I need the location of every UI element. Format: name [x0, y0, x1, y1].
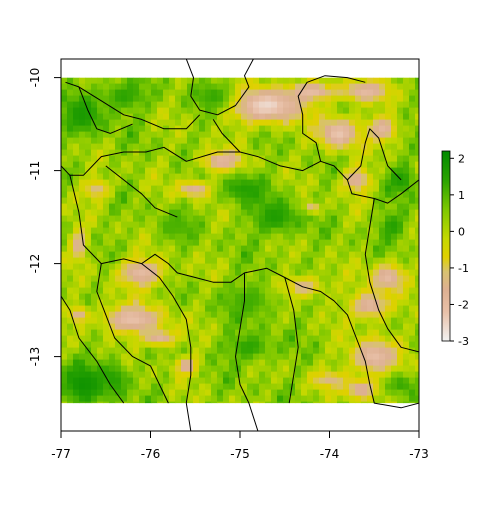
boundary-line-9	[141, 253, 419, 409]
boundary-line-4	[61, 146, 419, 204]
legend-tick-label: 1	[458, 189, 465, 202]
y-axis: -10 -11 -12 -13	[28, 68, 61, 367]
x-tick-label: -77	[51, 447, 71, 461]
boundary-line-1	[185, 59, 254, 116]
y-tick-label: -12	[28, 254, 42, 274]
boundary-line-10	[235, 272, 259, 431]
boundary-line-11	[284, 277, 299, 404]
legend-tick-label: 2	[458, 152, 465, 165]
x-tick-label: -76	[141, 447, 161, 461]
region-boundaries	[61, 59, 419, 431]
legend-tick-label: -1	[458, 262, 469, 275]
boundary-line-8	[69, 175, 192, 431]
boundary-line-13	[61, 295, 125, 404]
boundary-line-3	[78, 86, 133, 134]
x-tick-label: -73	[409, 447, 429, 461]
color-legend: 2 1 0 -1 -2 -3	[441, 150, 469, 348]
x-tick-label: -75	[230, 447, 250, 461]
boundary-line-14	[105, 165, 178, 218]
legend-tick-label: 0	[458, 225, 465, 238]
legend-colorbar	[441, 150, 451, 342]
y-tick-label: -13	[28, 347, 42, 367]
y-tick-label: -10	[28, 68, 42, 88]
boundary-line-6	[297, 75, 366, 162]
boundary-line-12	[96, 263, 169, 404]
boundary-line-15	[364, 198, 419, 353]
boundary-line-7	[347, 128, 402, 181]
x-axis: -77 -76 -75 -74 -73	[51, 431, 429, 461]
boundary-line-2	[65, 81, 201, 130]
legend-tick-label: -2	[458, 298, 469, 311]
legend-tick-label: -3	[458, 335, 469, 348]
boundary-line-5	[212, 119, 241, 153]
x-tick-label: -74	[320, 447, 340, 461]
y-tick-label: -11	[28, 161, 42, 181]
